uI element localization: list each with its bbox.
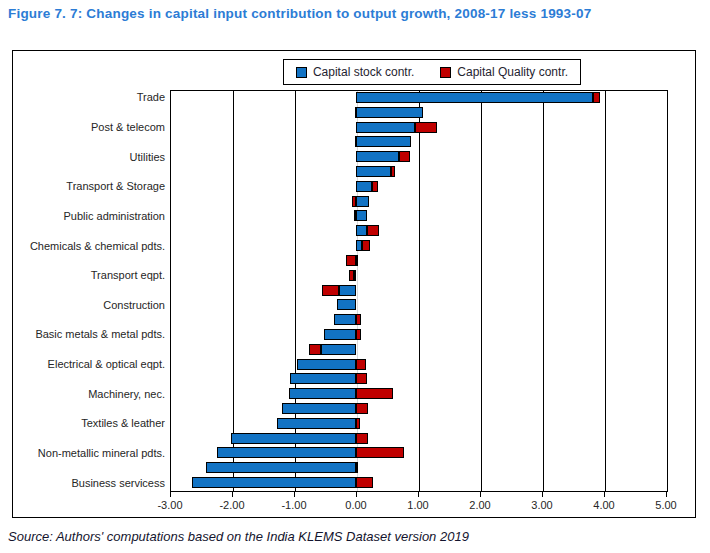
legend-label-capital-stock: Capital stock contr. bbox=[313, 65, 414, 79]
capital-stock-swatch-icon bbox=[296, 67, 307, 78]
legend-label-capital-quality: Capital Quality contr. bbox=[457, 65, 568, 79]
gridline bbox=[233, 91, 234, 491]
gridline bbox=[543, 91, 544, 491]
gridline bbox=[481, 91, 482, 491]
gridline bbox=[295, 91, 296, 491]
plot-area bbox=[170, 90, 668, 492]
figure-title: Figure 7. 7: Changes in capital input co… bbox=[8, 6, 706, 21]
capital-quality-swatch-icon bbox=[440, 67, 451, 78]
zero-gridline bbox=[357, 91, 358, 491]
legend-item-capital-quality: Capital Quality contr. bbox=[440, 65, 568, 79]
chart-legend: Capital stock contr. Capital Quality con… bbox=[283, 59, 581, 85]
source-note: Source: Authors' computations based on t… bbox=[8, 529, 706, 544]
gridline bbox=[605, 91, 606, 491]
gridline bbox=[419, 91, 420, 491]
legend-item-capital-stock: Capital stock contr. bbox=[296, 65, 414, 79]
